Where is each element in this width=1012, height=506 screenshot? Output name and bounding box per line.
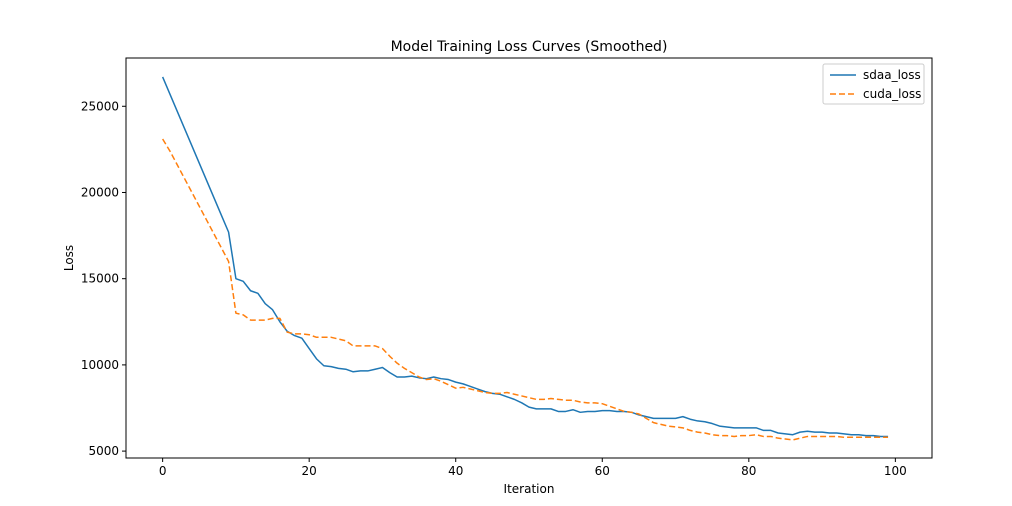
- x-tick-label: 20: [302, 464, 317, 478]
- x-tick-label: 0: [159, 464, 167, 478]
- x-tick-label: 40: [448, 464, 463, 478]
- legend-label-cuda-loss: cuda_loss: [863, 87, 921, 101]
- series-line-cuda-loss: [161, 138, 889, 441]
- y-tick-label: 5000: [88, 444, 119, 458]
- y-axis-label: Loss: [62, 245, 76, 271]
- x-axis: 0 20 40 60 80 100: [159, 458, 907, 478]
- y-tick-label: 25000: [81, 99, 119, 113]
- y-tick-label: 15000: [81, 272, 119, 286]
- plot-background: [126, 58, 932, 458]
- plot-area: [125, 57, 933, 459]
- y-axis: 5000 10000 15000 20000 25000: [81, 99, 126, 458]
- x-tick-label: 100: [884, 464, 907, 478]
- y-tick-label: 10000: [81, 358, 119, 372]
- plot-frame: [125, 57, 933, 459]
- x-tick-label: 80: [741, 464, 756, 478]
- series-layer: [161, 76, 889, 441]
- chart-title: Model Training Loss Curves (Smoothed): [391, 39, 668, 55]
- legend: sdaa_loss cuda_loss: [822, 63, 925, 105]
- y-tick-label: 20000: [81, 185, 119, 199]
- x-tick-label: 60: [595, 464, 610, 478]
- legend-label-sdaa-loss: sdaa_loss: [863, 68, 921, 82]
- x-axis-label: Iteration: [504, 482, 555, 496]
